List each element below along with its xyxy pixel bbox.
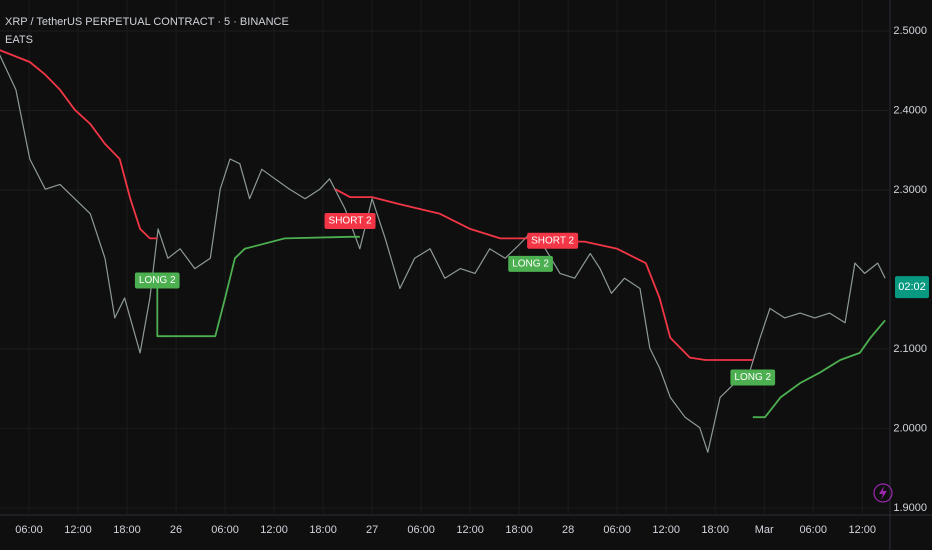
- y-tick-label: 1.9000: [893, 502, 927, 514]
- y-tick-label: 2.0000: [893, 422, 927, 434]
- signal-box: [730, 369, 776, 386]
- y-tick-label: 2.3000: [893, 184, 927, 196]
- signal-box: [324, 212, 376, 229]
- y-tick-label: 2.1000: [893, 343, 927, 355]
- signal-text: LONG 2: [139, 275, 176, 286]
- x-tick-label: 06:00: [211, 524, 239, 536]
- x-tick-label: 12:00: [64, 524, 92, 536]
- x-tick-label: 12:00: [848, 524, 876, 536]
- x-tick-label: 06:00: [407, 524, 435, 536]
- x-tick-label: 12:00: [652, 524, 680, 536]
- signal-text: LONG 2: [734, 372, 771, 383]
- x-tick-label: 06:00: [799, 524, 827, 536]
- signal-label: SHORT 2: [527, 232, 579, 249]
- x-tick-label: 18:00: [309, 524, 337, 536]
- x-tick-label: 12:00: [260, 524, 288, 536]
- signal-box: [527, 232, 579, 249]
- signal-text: LONG 2: [512, 258, 549, 269]
- y-tick-label: 2.4000: [893, 104, 927, 116]
- countdown: 02:02: [898, 281, 926, 293]
- y-tick-label: 2.5000: [893, 25, 927, 37]
- signal-text: SHORT 2: [531, 235, 574, 246]
- signal-box: [134, 272, 180, 289]
- signal-box: [508, 255, 553, 272]
- x-tick-label: 27: [366, 524, 378, 536]
- x-tick-label: 28: [562, 524, 574, 536]
- indicator-name: EATS: [5, 34, 33, 46]
- plot-area: LONG 2 SHORT 2 LONG 2 SHORT 2 LONG 2: [0, 49, 886, 453]
- x-tick-label: 18:00: [113, 524, 141, 536]
- signal-label: LONG 2: [134, 272, 180, 289]
- lightning-icon[interactable]: [873, 483, 893, 503]
- x-tick-label: 26: [170, 524, 182, 536]
- x-tick-label: 12:00: [456, 524, 484, 536]
- signal-label: SHORT 2: [324, 212, 376, 229]
- signal-text: SHORT 2: [329, 216, 372, 227]
- x-tick-label: 06:00: [603, 524, 631, 536]
- x-tick-label: 06:00: [15, 524, 43, 536]
- x-tick-label: Mar: [755, 524, 774, 536]
- signal-label: LONG 2: [730, 369, 776, 386]
- chart-title: XRP / TetherUS PERPETUAL CONTRACT · 5 · …: [5, 16, 289, 28]
- price-tag: [895, 276, 929, 299]
- grid: [0, 0, 890, 515]
- x-tick-label: 18:00: [701, 524, 729, 536]
- x-tick-label: 18:00: [505, 524, 533, 536]
- signal-label: LONG 2: [508, 255, 553, 272]
